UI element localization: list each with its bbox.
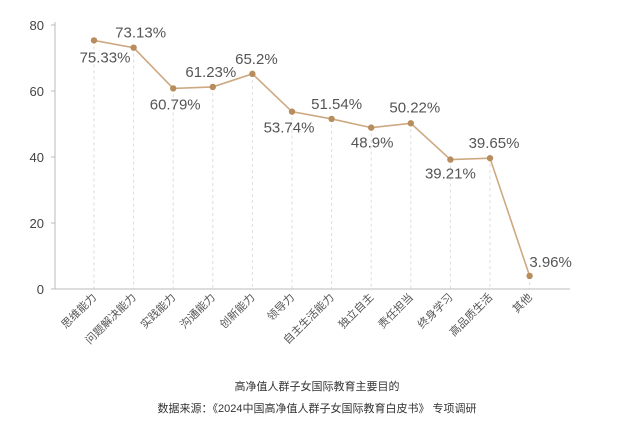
x-tick-label: 其他 [510, 291, 535, 316]
x-tick-label: 终身学习 [415, 290, 456, 331]
y-tick-label: 40 [30, 150, 44, 165]
data-label: 50.22% [389, 99, 440, 116]
data-label: 39.21% [425, 166, 476, 183]
x-tick-label: 沟通能力 [177, 290, 218, 331]
x-tick-label: 实践能力 [137, 290, 178, 331]
data-point [90, 37, 98, 44]
y-tick-label: 20 [30, 216, 44, 231]
data-point [447, 156, 454, 163]
y-tick-label: 0 [37, 282, 44, 297]
data-point [130, 44, 137, 51]
data-label: 48.9% [351, 135, 394, 152]
chart-source: 数据来源：《2024中国高净值人群子女国际教育白皮书》 专项调研 [157, 403, 477, 415]
data-label: 51.54% [311, 96, 362, 113]
chart-title: 高净值人群子女国际教育主要目的 [234, 381, 400, 393]
data-point [209, 83, 216, 91]
data-label: 61.23% [185, 64, 236, 81]
data-label: 39.65% [469, 135, 520, 152]
data-label: 3.96% [529, 254, 572, 271]
data-label: 75.33% [80, 49, 131, 66]
x-tick-label: 责任担当 [375, 290, 416, 331]
data-point [526, 272, 533, 280]
data-point [328, 115, 335, 123]
data-label: 60.79% [150, 96, 201, 113]
y-tick-label: 60 [30, 84, 44, 99]
data-point [407, 120, 414, 127]
data-point [486, 154, 494, 162]
data-point [368, 124, 375, 131]
x-tick-label: 创新能力 [217, 290, 258, 331]
data-point [288, 108, 296, 115]
data-point [170, 85, 177, 92]
data-label: 73.13% [115, 25, 166, 42]
x-tick-label: 高品质生活 [446, 290, 495, 339]
x-tick-label: 领导力 [265, 291, 298, 324]
data-label: 53.74% [264, 120, 315, 137]
data-point [249, 70, 256, 78]
series-line [93, 39, 531, 277]
y-tick-label: 80 [30, 18, 44, 33]
x-tick-label: 独立自主 [335, 290, 376, 331]
data-label: 65.2% [235, 51, 278, 68]
x-tick-label: 思维能力 [58, 290, 99, 331]
